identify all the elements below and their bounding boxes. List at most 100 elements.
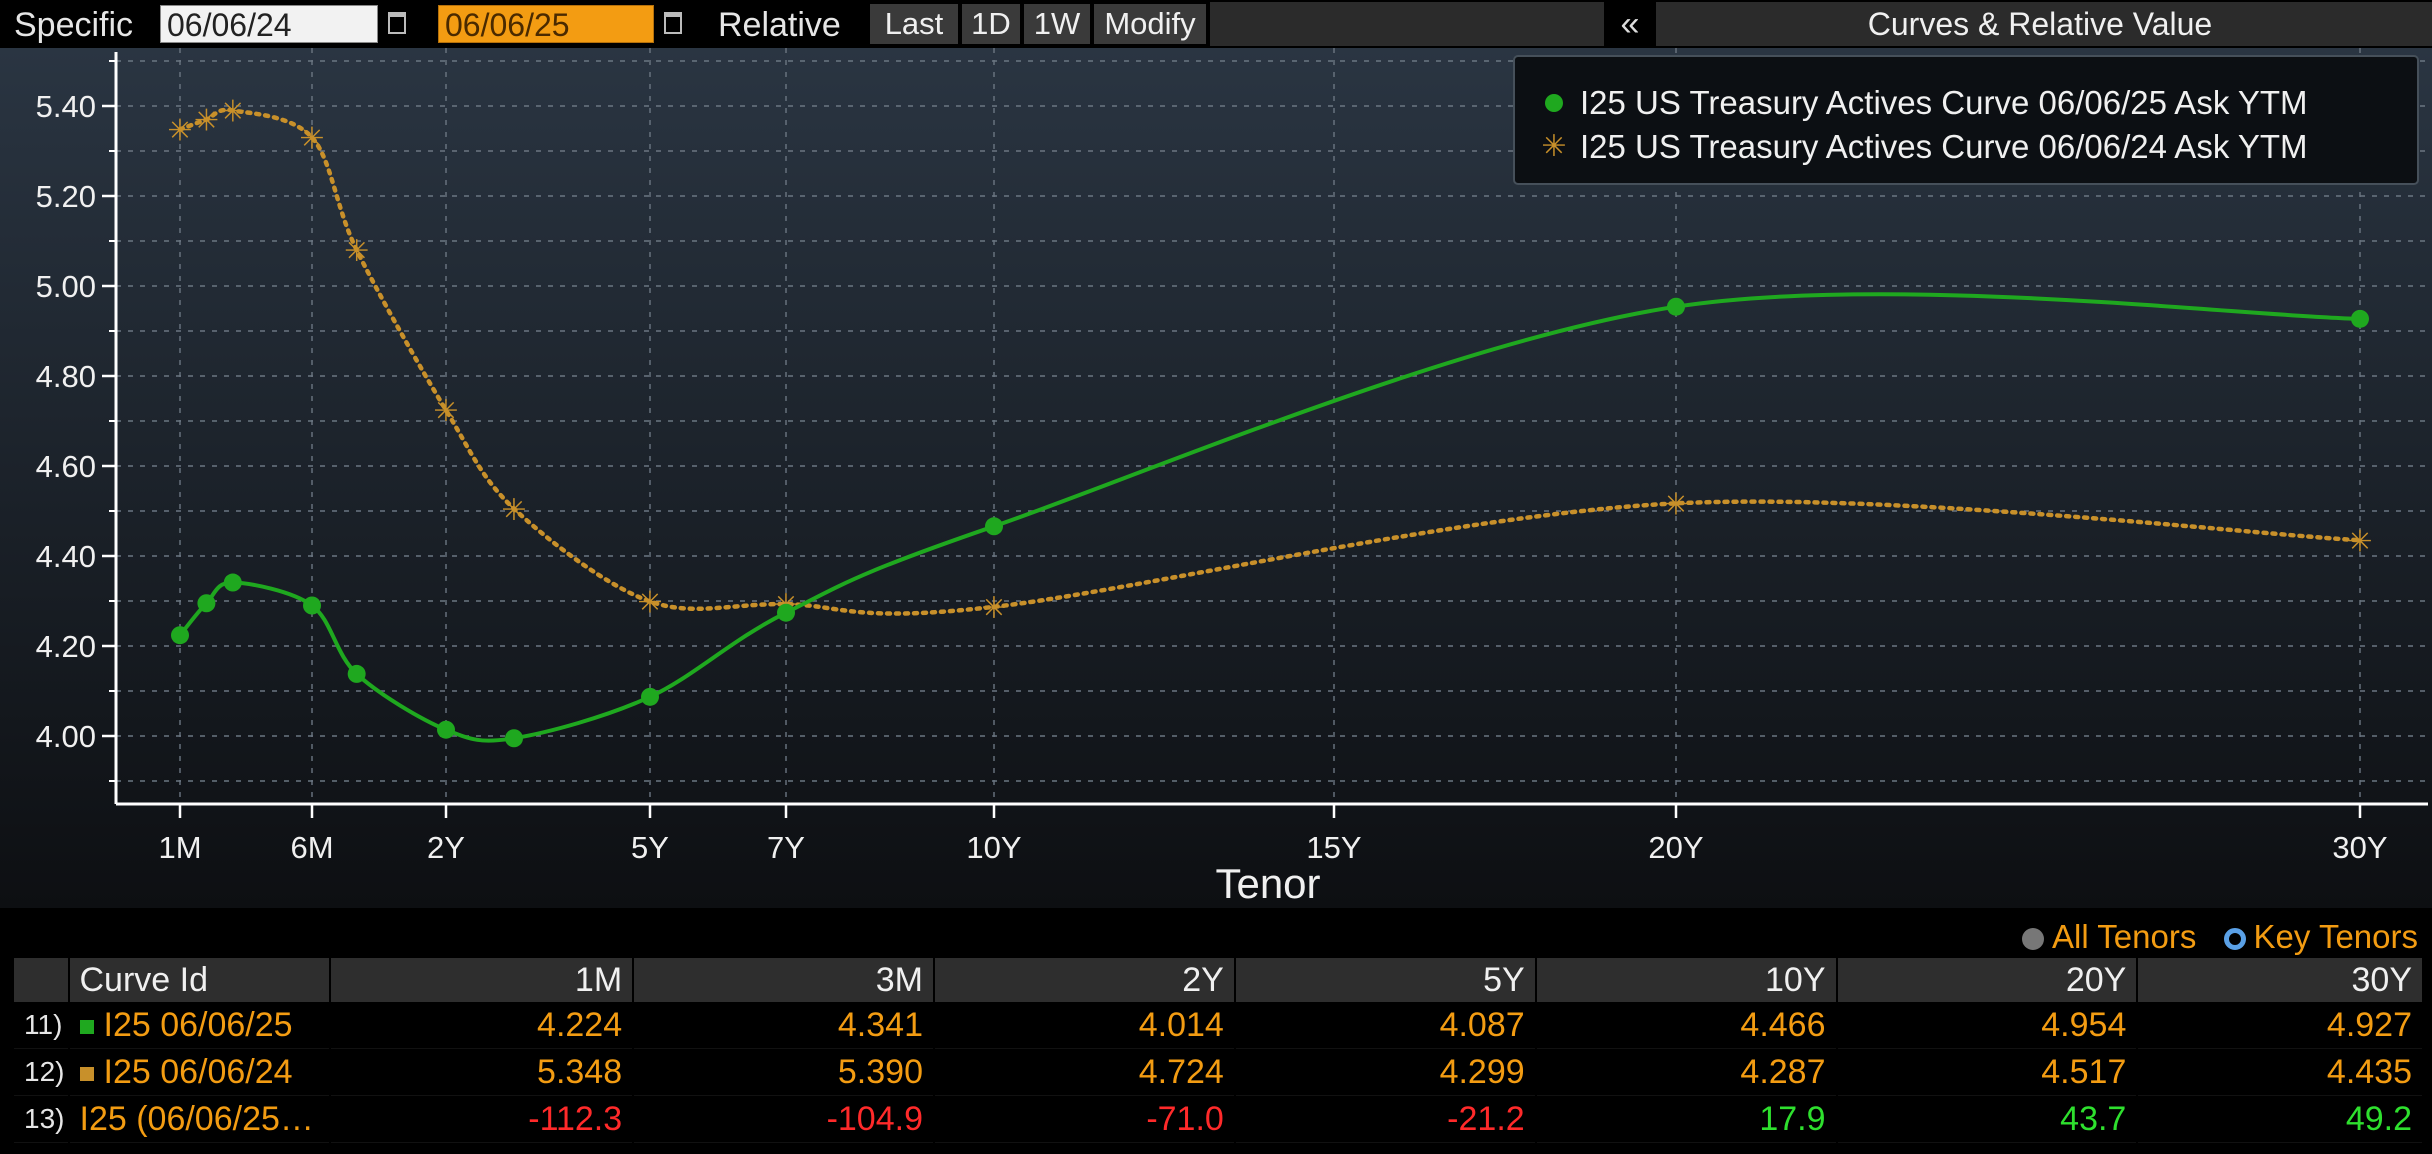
table-cell: 4.087 bbox=[1234, 1002, 1537, 1049]
panel-title: Curves & Relative Value bbox=[1867, 6, 2213, 42]
table-cell: 4.517 bbox=[1836, 1048, 2139, 1096]
data-point-prior: ✳ bbox=[167, 113, 192, 148]
legend[interactable]: I25 US Treasury Actives Curve 06/06/25 A… bbox=[1513, 55, 2419, 185]
specific-label: Specific bbox=[14, 6, 134, 44]
table-cell: 4.927 bbox=[2137, 1002, 2424, 1049]
header-20y[interactable]: 20Y bbox=[1836, 958, 2139, 1002]
data-point-current bbox=[437, 720, 455, 739]
start-date-input[interactable]: 06/06/24 bbox=[160, 5, 378, 43]
x-tick-label: 6M bbox=[290, 830, 333, 865]
data-point-current bbox=[505, 729, 523, 748]
data-point-current bbox=[985, 517, 1003, 536]
legend-label-current: I25 US Treasury Actives Curve 06/06/25 A… bbox=[1580, 84, 2308, 121]
data-point-current bbox=[171, 626, 189, 645]
curve-table: Curve Id 1M 3M 2Y 5Y 10Y 20Y 30Y 11) I25… bbox=[14, 958, 2424, 1143]
data-point-prior: ✳ bbox=[981, 591, 1006, 626]
series-line-prior bbox=[177, 107, 2363, 616]
collapse-button[interactable]: « bbox=[1620, 5, 1640, 43]
data-point-prior: ✳ bbox=[299, 122, 324, 157]
table-cell: 4.724 bbox=[933, 1048, 1236, 1096]
data-point-prior: ✳ bbox=[637, 585, 662, 620]
x-tick-label: 1M bbox=[158, 830, 201, 865]
table-cell: 4.014 bbox=[933, 1002, 1236, 1049]
table-row[interactable]: 11) I25 06/06/25 4.224 4.341 4.014 4.087… bbox=[14, 1002, 2424, 1049]
tenor-toggle-group: All Tenors Key Tenors bbox=[2004, 918, 2418, 955]
y-tick-label: 4.80 bbox=[36, 359, 96, 394]
row-index: 12) bbox=[14, 1048, 70, 1096]
table-cell: 17.9 bbox=[1535, 1095, 1838, 1143]
table-cell: 43.7 bbox=[1836, 1095, 2139, 1143]
data-point-prior: ✳ bbox=[344, 234, 369, 269]
table-cell: 4.466 bbox=[1535, 1002, 1838, 1049]
table-header-row: Curve Id 1M 3M 2Y 5Y 10Y 20Y 30Y bbox=[14, 958, 2424, 1002]
y-tick-label: 5.20 bbox=[36, 179, 96, 214]
header-1m[interactable]: 1M bbox=[330, 958, 635, 1002]
radio-selected-icon bbox=[2223, 928, 2246, 950]
table-cell: 5.390 bbox=[633, 1048, 935, 1096]
axes: 4.00 4.20 4.40 4.60 4.80 5.00 5.20 5.40 1M 6M 2Y 5Y… bbox=[36, 52, 2428, 865]
relative-label[interactable]: Relative bbox=[718, 6, 841, 44]
calendar-icon[interactable] bbox=[388, 12, 406, 34]
table-cell: 49.2 bbox=[2137, 1095, 2424, 1143]
data-point-prior: ✳ bbox=[433, 394, 458, 429]
table-cell: 4.954 bbox=[1836, 1002, 2139, 1049]
table-row[interactable]: 13) I25 (06/06/25-06/06/… -112.3 -104.9 … bbox=[14, 1095, 2424, 1143]
table-row[interactable]: 12) I25 06/06/24 5.348 5.390 4.724 4.299… bbox=[14, 1048, 2424, 1096]
all-tenors-toggle[interactable]: All Tenors bbox=[2022, 918, 2196, 956]
data-point-current bbox=[1667, 297, 1685, 316]
toolbar: Specific 06/06/24 06/06/25 Relative Last… bbox=[0, 0, 2432, 48]
1d-button[interactable]: 1D bbox=[962, 4, 1020, 44]
1w-button[interactable]: 1W bbox=[1024, 4, 1090, 44]
x-tick-label: 7Y bbox=[767, 830, 805, 865]
table-cell: -71.0 bbox=[933, 1095, 1236, 1143]
data-point-prior: ✳ bbox=[2347, 524, 2372, 559]
table-cell: -104.9 bbox=[633, 1095, 935, 1143]
data-point-current bbox=[303, 596, 321, 615]
header-3m[interactable]: 3M bbox=[633, 958, 935, 1002]
header-curve-id[interactable]: Curve Id bbox=[68, 958, 332, 1002]
toolbar-spacer bbox=[1210, 2, 1604, 46]
data-point-prior: ✳ bbox=[1663, 487, 1688, 522]
table-cell: 4.224 bbox=[330, 1002, 635, 1049]
last-button[interactable]: Last bbox=[870, 4, 958, 44]
key-tenors-toggle[interactable]: Key Tenors bbox=[2223, 918, 2418, 956]
curve-color-swatch bbox=[79, 1066, 94, 1081]
header-2y[interactable]: 2Y bbox=[933, 958, 1236, 1002]
y-tick-label: 4.60 bbox=[36, 449, 96, 484]
data-point-current bbox=[2351, 309, 2369, 328]
legend-box bbox=[1513, 55, 2419, 185]
x-tick-label: 15Y bbox=[1306, 830, 1361, 865]
curve-id-cell[interactable]: I25 06/06/25 bbox=[68, 1002, 332, 1049]
grid-lines bbox=[116, 48, 2428, 804]
y-tick-label: 5.40 bbox=[36, 89, 96, 124]
y-tick-label: 4.40 bbox=[36, 539, 96, 574]
curve-id-cell[interactable]: I25 (06/06/25-06/06/… bbox=[68, 1095, 332, 1143]
header-10y[interactable]: 10Y bbox=[1535, 958, 1838, 1002]
x-tick-label: 20Y bbox=[1648, 830, 1703, 865]
header-index bbox=[14, 958, 70, 1002]
header-5y[interactable]: 5Y bbox=[1234, 958, 1537, 1002]
y-tick-label: 4.00 bbox=[36, 719, 96, 754]
header-30y[interactable]: 30Y bbox=[2137, 958, 2424, 1002]
modify-button[interactable]: Modify bbox=[1094, 4, 1206, 44]
table-cell: 4.341 bbox=[633, 1002, 935, 1049]
data-point-current bbox=[641, 687, 659, 706]
y-tick-label: 5.00 bbox=[36, 269, 96, 304]
curve-id-cell[interactable]: I25 06/06/24 bbox=[68, 1048, 332, 1096]
data-point-current bbox=[223, 573, 242, 592]
yield-curve-chart: 4.00 4.20 4.40 4.60 4.80 5.00 5.20 5.40 1M 6M 2Y 5Y… bbox=[0, 48, 2432, 908]
table-cell: 4.287 bbox=[1535, 1048, 1838, 1096]
data-point-current bbox=[197, 594, 216, 613]
calendar-icon[interactable] bbox=[664, 12, 682, 34]
row-index: 11) bbox=[14, 1002, 70, 1049]
x-tick-label: 30Y bbox=[2332, 830, 2387, 865]
row-index: 13) bbox=[14, 1095, 70, 1143]
legend-marker-current bbox=[1545, 94, 1563, 112]
data-point-prior: ✳ bbox=[194, 104, 219, 139]
radio-icon bbox=[2022, 928, 2045, 950]
legend-marker-prior: ✳ bbox=[1541, 129, 1566, 164]
end-date-input[interactable]: 06/06/25 bbox=[438, 5, 654, 43]
table-cell: 5.348 bbox=[330, 1048, 635, 1096]
table-cell: 4.435 bbox=[2137, 1048, 2424, 1096]
table-cell: -112.3 bbox=[330, 1095, 635, 1143]
